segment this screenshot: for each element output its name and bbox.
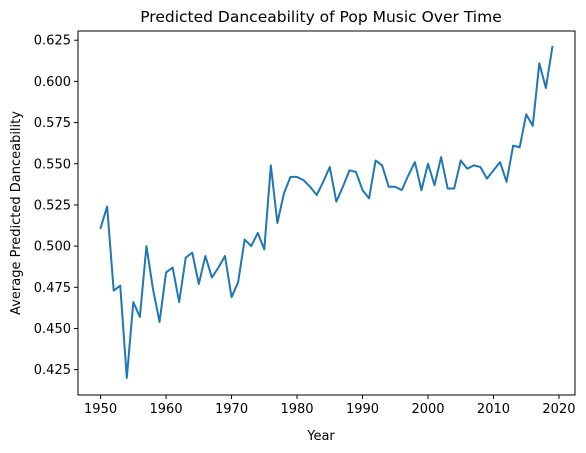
y-tick-label: 0.600 bbox=[34, 75, 71, 90]
y-tick-label: 0.450 bbox=[34, 322, 71, 337]
x-tick-label: 1970 bbox=[215, 402, 248, 417]
y-tick-label: 0.625 bbox=[34, 34, 71, 49]
x-tick-label: 2000 bbox=[411, 402, 444, 417]
x-axis-label: Year bbox=[306, 429, 335, 444]
x-tick-label: 1960 bbox=[150, 402, 183, 417]
x-tick-label: 2010 bbox=[477, 402, 510, 417]
x-tick-label: 1990 bbox=[346, 402, 379, 417]
y-tick-label: 0.575 bbox=[34, 116, 71, 131]
y-tick-label: 0.525 bbox=[34, 198, 71, 213]
y-tick-label: 0.425 bbox=[34, 363, 71, 378]
y-tick-label: 0.475 bbox=[34, 281, 71, 296]
x-tick-label: 2020 bbox=[542, 402, 575, 417]
y-tick-label: 0.550 bbox=[34, 157, 71, 172]
series-line bbox=[99, 45, 554, 379]
chart-title: Predicted Danceability of Pop Music Over… bbox=[140, 8, 502, 26]
plot-area: 1950 1960 1970 1980 1990 2000 2010 2020 0.425 0.4… bbox=[34, 30, 576, 417]
x-tick-label: 1950 bbox=[84, 402, 117, 417]
plot-frame bbox=[77, 30, 576, 396]
x-tick-label: 1980 bbox=[280, 402, 313, 417]
y-axis-label: Average Predicted Danceability bbox=[9, 111, 24, 315]
y-tick-label: 0.500 bbox=[34, 240, 71, 255]
